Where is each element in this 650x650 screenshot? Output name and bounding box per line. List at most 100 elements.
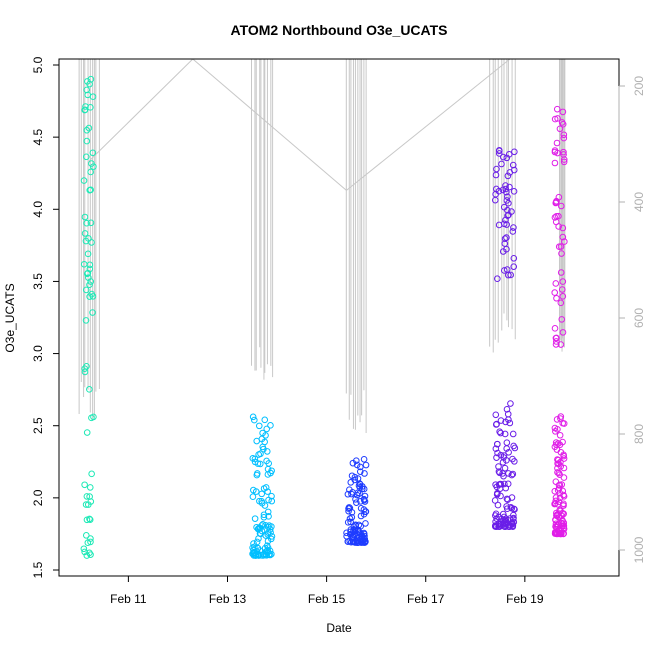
data-point bbox=[508, 494, 516, 501]
data-point bbox=[504, 410, 512, 418]
pressure-trace bbox=[78, 58, 566, 433]
data-point bbox=[83, 86, 91, 94]
data-point bbox=[250, 416, 258, 424]
data-point bbox=[497, 429, 504, 437]
data-point bbox=[351, 473, 359, 481]
data-point bbox=[560, 452, 567, 460]
data-point bbox=[80, 260, 88, 268]
data-point bbox=[87, 219, 95, 227]
data-point bbox=[557, 269, 565, 276]
data-point bbox=[559, 233, 567, 241]
data-point bbox=[507, 400, 514, 407]
data-point bbox=[82, 153, 90, 161]
data-point bbox=[252, 552, 259, 559]
data-point bbox=[265, 513, 272, 520]
data-point bbox=[506, 515, 514, 522]
data-point bbox=[83, 429, 91, 436]
data-point bbox=[495, 147, 503, 154]
data-point bbox=[558, 481, 566, 488]
data-point bbox=[552, 280, 560, 287]
data-point bbox=[560, 156, 568, 163]
data-point bbox=[559, 419, 567, 427]
data-point bbox=[560, 493, 568, 500]
data-point bbox=[254, 525, 262, 533]
data-point bbox=[509, 430, 517, 438]
data-point bbox=[497, 451, 505, 459]
data-point bbox=[555, 243, 563, 251]
data-point bbox=[510, 511, 517, 519]
data-point bbox=[362, 520, 369, 527]
data-point bbox=[80, 545, 88, 553]
data-point bbox=[496, 469, 503, 477]
data-point bbox=[491, 196, 499, 204]
data-point bbox=[360, 485, 368, 493]
data-point bbox=[506, 419, 514, 427]
data-point bbox=[85, 124, 93, 132]
data-point bbox=[500, 516, 507, 524]
data-point bbox=[345, 504, 353, 511]
data-point bbox=[553, 139, 561, 147]
x-axis: Feb 11 Feb 13 Feb 15 Feb 17 Feb 19 bbox=[110, 575, 544, 606]
pressure-transit bbox=[192, 58, 347, 191]
data-point bbox=[82, 532, 90, 539]
data-point bbox=[89, 309, 96, 316]
data-point bbox=[264, 523, 272, 531]
data-point bbox=[82, 501, 90, 508]
x-axis-label: Date bbox=[326, 621, 352, 635]
data-point bbox=[511, 444, 519, 452]
pressure-transit bbox=[346, 58, 511, 191]
data-points bbox=[80, 75, 568, 559]
data-point bbox=[259, 429, 266, 437]
data-point bbox=[255, 422, 263, 430]
pressure-tick-label: 800 bbox=[632, 424, 646, 444]
data-point bbox=[559, 329, 567, 336]
data-point bbox=[268, 523, 275, 530]
data-point bbox=[502, 185, 510, 193]
data-point bbox=[556, 526, 563, 533]
data-point bbox=[86, 484, 94, 491]
data-point bbox=[552, 478, 560, 485]
data-point bbox=[268, 497, 276, 505]
data-point bbox=[86, 293, 93, 300]
data-point bbox=[356, 480, 364, 488]
data-point bbox=[87, 538, 94, 546]
data-point bbox=[500, 452, 508, 459]
data-point bbox=[83, 516, 91, 524]
data-point bbox=[508, 208, 515, 215]
data-point bbox=[347, 538, 355, 546]
data-point bbox=[344, 538, 352, 545]
data-point bbox=[552, 338, 560, 345]
data-point bbox=[554, 149, 561, 157]
data-point bbox=[83, 493, 91, 500]
data-point bbox=[494, 275, 501, 283]
data-point bbox=[558, 316, 566, 323]
data-point bbox=[501, 464, 509, 472]
data-point bbox=[553, 446, 561, 453]
data-point bbox=[267, 535, 275, 543]
data-point bbox=[263, 425, 271, 433]
data-point bbox=[249, 493, 257, 501]
data-point bbox=[494, 501, 502, 509]
data-point bbox=[81, 230, 89, 237]
data-point bbox=[559, 293, 567, 300]
data-point bbox=[499, 459, 507, 466]
data-point bbox=[503, 405, 511, 413]
data-point bbox=[260, 485, 268, 492]
x-tick-label: Feb 11 bbox=[110, 592, 147, 606]
data-point bbox=[86, 386, 93, 393]
data-point bbox=[500, 267, 508, 274]
data-point bbox=[88, 239, 95, 246]
data-point bbox=[496, 428, 503, 435]
data-point bbox=[510, 514, 517, 522]
data-point bbox=[88, 160, 95, 167]
data-point bbox=[499, 470, 506, 477]
data-point bbox=[353, 491, 361, 499]
data-point bbox=[263, 457, 270, 465]
data-point bbox=[507, 504, 515, 511]
data-point bbox=[358, 533, 366, 541]
data-point bbox=[503, 197, 511, 204]
data-point bbox=[553, 416, 561, 423]
data-point bbox=[353, 457, 360, 464]
data-point bbox=[552, 494, 560, 501]
